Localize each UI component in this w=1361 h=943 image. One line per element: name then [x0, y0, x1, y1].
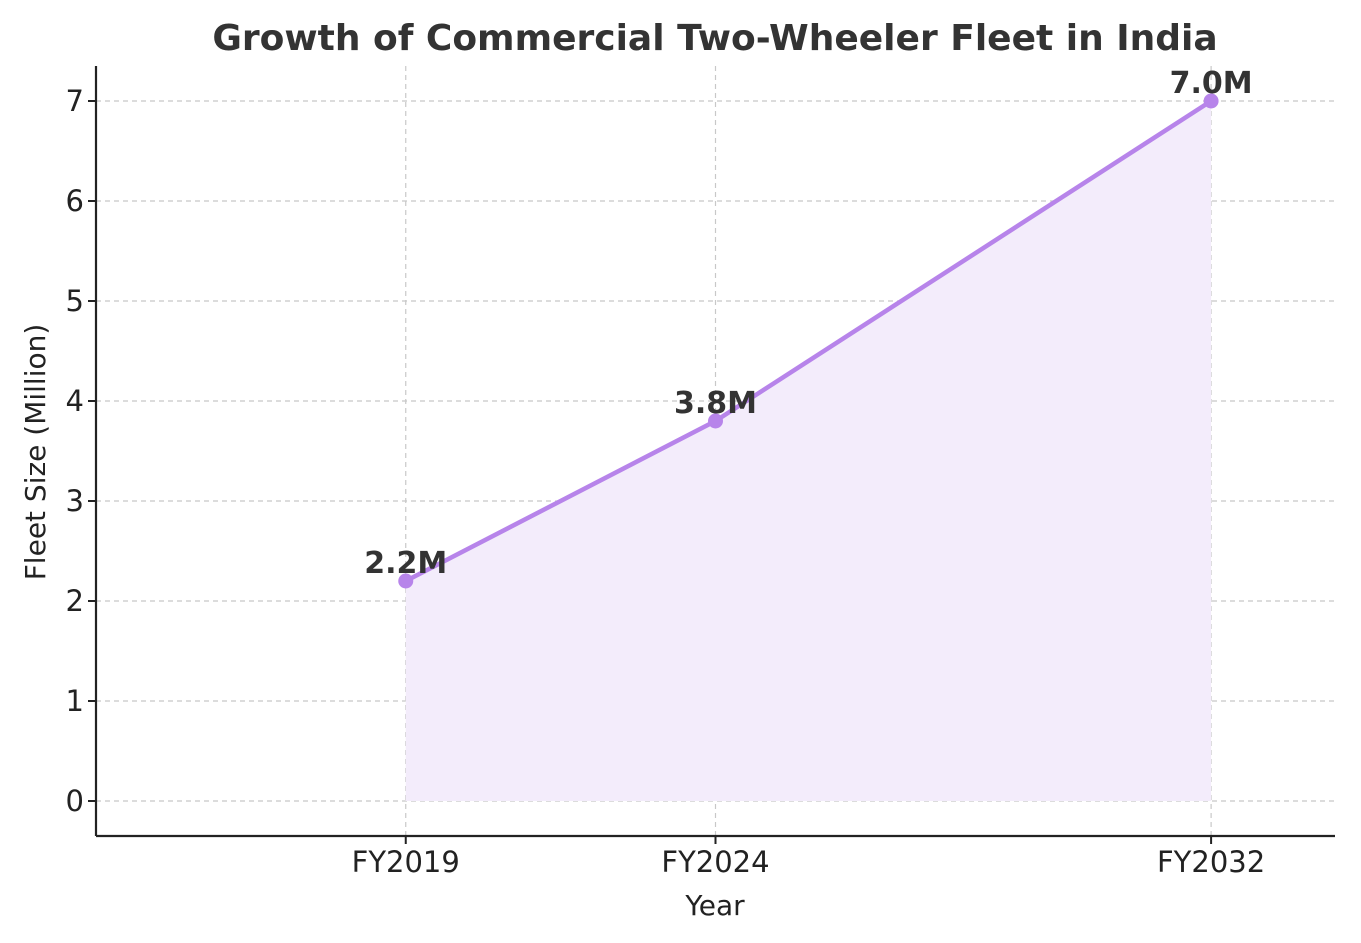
y-tick-label: 7	[66, 84, 84, 118]
y-tick-label: 1	[66, 684, 84, 718]
data-point-layer	[398, 93, 1219, 589]
y-axis-label: Fleet Size (Million)	[19, 324, 52, 581]
data-point	[1203, 93, 1219, 109]
y-tick-label: 3	[66, 484, 84, 518]
data-label-layer: 2.2M 3.8M 7.0M	[364, 66, 1252, 581]
area-fill	[405, 101, 1212, 801]
y-tick-label: 5	[66, 284, 84, 318]
data-label: 3.8M	[674, 386, 757, 421]
y-tick-label: 0	[66, 784, 84, 818]
x-tick-label: FY2024	[661, 845, 769, 879]
x-tick-label: FY2032	[1157, 845, 1265, 879]
data-label: 7.0M	[1170, 66, 1253, 101]
tick-labels: 0 1 2 3 4 5 6 7 FY2019 FY2024 FY2032	[66, 84, 1266, 879]
x-tick-label: FY2019	[352, 845, 460, 879]
x-axis-label: Year	[684, 889, 745, 922]
y-tick-label: 6	[66, 184, 84, 218]
y-tick-label: 4	[66, 384, 84, 418]
chart-title: Growth of Commercial Two-Wheeler Fleet i…	[212, 18, 1217, 59]
data-point	[708, 413, 723, 429]
area-fill-layer	[405, 101, 1212, 801]
data-label: 2.2M	[364, 546, 447, 581]
y-tick-label: 2	[66, 584, 84, 618]
axes	[88, 66, 1335, 844]
data-point	[398, 573, 414, 589]
